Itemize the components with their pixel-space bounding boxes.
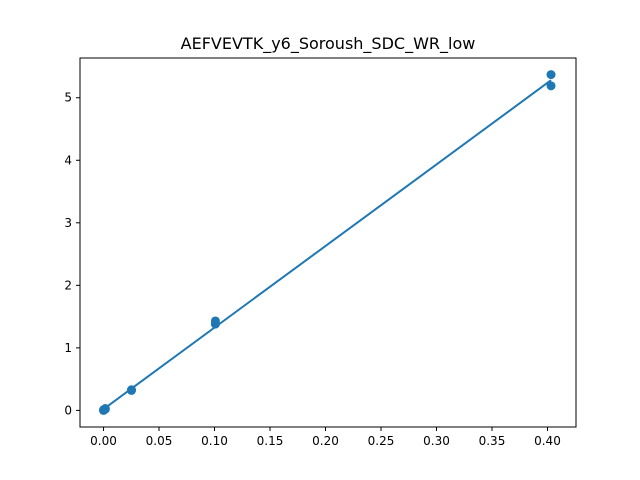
data-point xyxy=(546,81,556,91)
data-point xyxy=(210,316,220,326)
chart-title: AEFVEVTK_y6_Soroush_SDC_WR_low xyxy=(181,34,476,54)
y-tick-label: 3 xyxy=(64,216,72,230)
data-point xyxy=(546,70,556,80)
data-point xyxy=(100,404,110,414)
x-tick-label: 0.05 xyxy=(146,434,173,448)
y-tick-label: 2 xyxy=(64,278,72,292)
plot-area xyxy=(99,70,556,415)
data-point xyxy=(127,385,136,395)
x-tick-label: 0.10 xyxy=(201,434,228,448)
y-tick-label: 0 xyxy=(64,403,72,417)
x-tick-label: 0.00 xyxy=(90,434,117,448)
y-axis: 0 1 2 3 4 5 xyxy=(64,91,80,417)
y-tick-label: 5 xyxy=(64,91,72,105)
x-axis: 0.00 0.05 0.10 0.15 0.20 0.25 0.30 0.35 0.40 xyxy=(90,427,561,448)
fit-line xyxy=(102,79,552,410)
x-tick-label: 0.40 xyxy=(534,434,561,448)
x-tick-label: 0.25 xyxy=(368,434,395,448)
x-tick-label: 0.35 xyxy=(479,434,506,448)
x-tick-label: 0.15 xyxy=(257,434,284,448)
x-tick-label: 0.30 xyxy=(423,434,450,448)
y-tick-label: 4 xyxy=(64,153,72,167)
x-tick-label: 0.20 xyxy=(312,434,339,448)
axes-frame xyxy=(79,57,577,428)
y-tick-label: 1 xyxy=(64,341,72,355)
